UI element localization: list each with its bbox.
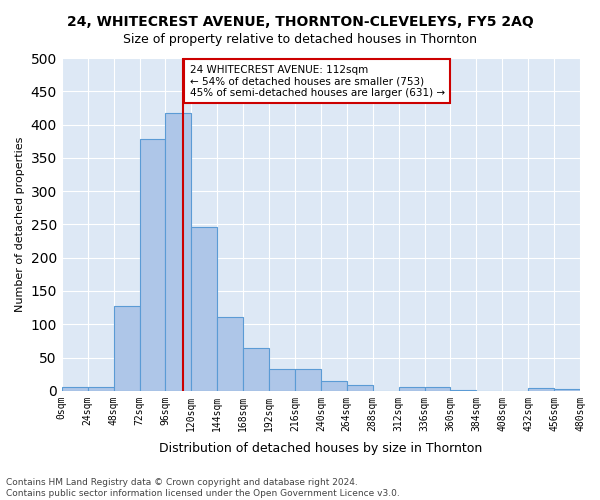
Text: 24, WHITECREST AVENUE, THORNTON-CLEVELEYS, FY5 2AQ: 24, WHITECREST AVENUE, THORNTON-CLEVELEY… bbox=[67, 15, 533, 29]
Bar bbox=[295, 370, 321, 391]
Y-axis label: Number of detached properties: Number of detached properties bbox=[15, 136, 25, 312]
Bar bbox=[113, 306, 140, 391]
Bar bbox=[217, 317, 243, 391]
Bar bbox=[269, 370, 295, 391]
X-axis label: Distribution of detached houses by size in Thornton: Distribution of detached houses by size … bbox=[159, 442, 482, 455]
Bar bbox=[140, 139, 166, 391]
Bar bbox=[398, 387, 425, 391]
Bar bbox=[347, 385, 373, 391]
Bar bbox=[62, 388, 88, 391]
Bar bbox=[451, 390, 476, 391]
Bar bbox=[554, 390, 580, 391]
Bar bbox=[166, 112, 191, 391]
Bar bbox=[191, 227, 217, 391]
Text: 24 WHITECREST AVENUE: 112sqm
← 54% of detached houses are smaller (753)
45% of s: 24 WHITECREST AVENUE: 112sqm ← 54% of de… bbox=[190, 64, 445, 98]
Bar bbox=[321, 382, 347, 391]
Text: Contains HM Land Registry data © Crown copyright and database right 2024.
Contai: Contains HM Land Registry data © Crown c… bbox=[6, 478, 400, 498]
Bar bbox=[425, 387, 451, 391]
Bar bbox=[88, 388, 113, 391]
Bar bbox=[528, 388, 554, 391]
Bar bbox=[243, 348, 269, 391]
Text: Size of property relative to detached houses in Thornton: Size of property relative to detached ho… bbox=[123, 32, 477, 46]
